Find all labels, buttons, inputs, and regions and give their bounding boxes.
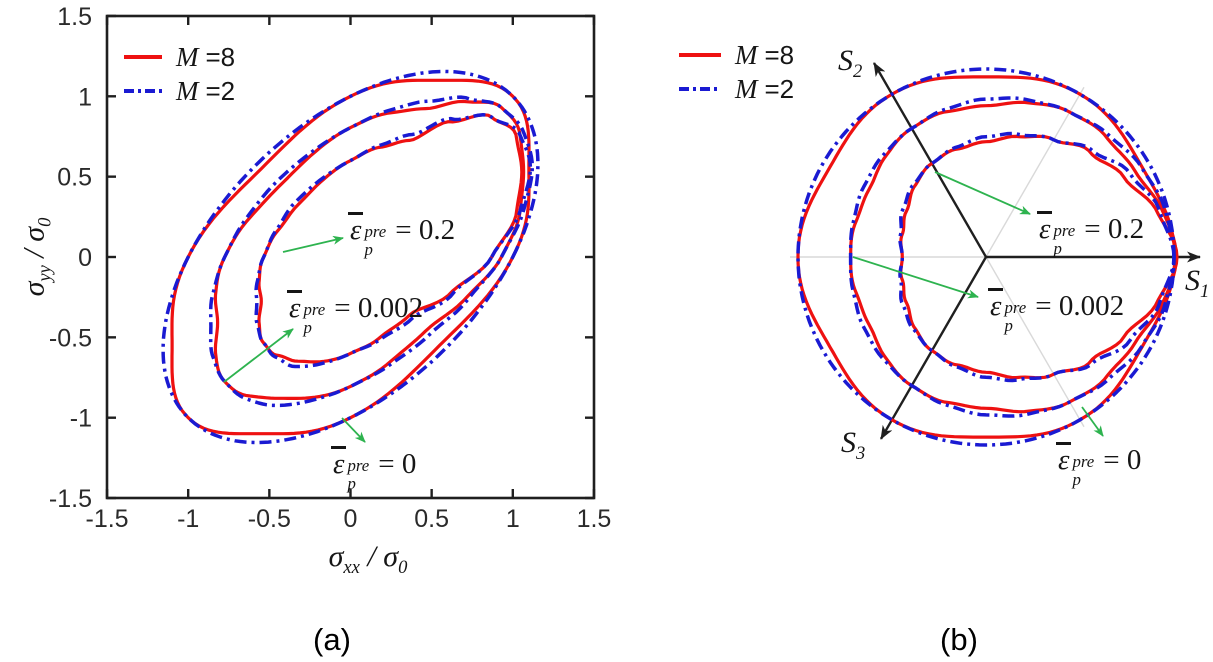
axis-label-s2: S2	[838, 44, 863, 82]
axis-label-s3: S3	[841, 426, 866, 464]
superscript-pre: pre	[1004, 297, 1027, 317]
annotation-arrow-a-0.2	[282, 235, 344, 253]
a-y-tick-label: -1.5	[49, 485, 92, 513]
caption-a: (a)	[313, 622, 351, 657]
a-x-tick-label: 0.5	[414, 505, 449, 533]
prestrain-annotation-b-0p2: ε pre p = 0.2	[1037, 211, 1144, 257]
subscript-p: p	[347, 473, 356, 493]
b-axis-s3	[879, 256, 988, 440]
prestrain-value: = 0	[1103, 444, 1142, 476]
a-y-tick-label: 0.5	[57, 164, 92, 192]
prestrain-annotation-b-0: ε pre p = 0	[1056, 442, 1141, 488]
a-x-tick-label: 1.5	[577, 505, 612, 533]
sigma0-subscript: 0	[398, 557, 408, 578]
epsilon-bar-symbol: ε	[988, 288, 1004, 322]
divider: /	[17, 241, 51, 266]
epsilon-bar-symbol: ε	[348, 212, 364, 246]
superscript-pre: pre	[1053, 220, 1076, 240]
legend-a-item-m2: M =2	[123, 74, 235, 108]
annotation-arrow-b-0.002	[852, 256, 979, 299]
a-y-tick-label: 0	[78, 244, 92, 272]
x-axis-label-a: σxx / σ0	[329, 540, 408, 579]
a-y-tick-label: 1	[78, 83, 92, 111]
yield-surface-b-m2-prestrain-0.002	[848, 96, 1176, 418]
prestrain-value: = 0.002	[334, 292, 424, 324]
divider: /	[359, 540, 384, 573]
a-x-tick-label: 1	[506, 505, 520, 533]
superscript-pre: pre	[1072, 451, 1095, 471]
sigma0-symbol: σ	[383, 540, 399, 573]
annotation-arrow-a-0	[341, 417, 366, 443]
a-x-tick-label: -1	[177, 505, 199, 533]
legend-a-m2-symbol: M	[176, 75, 199, 106]
legend-b-item-m8: M =8	[678, 38, 794, 72]
prestrain-annotation-a-0: ε pre p = 0	[331, 446, 416, 492]
subscript-p: p	[1004, 315, 1013, 335]
b-axis-s2	[872, 62, 988, 258]
sigma0-symbol: σ	[17, 226, 51, 242]
a-y-tick-label: -1	[70, 405, 92, 433]
yield-surface-a-m2-prestrain-0	[161, 69, 540, 445]
annotation-arrow-a-0.002	[223, 328, 294, 383]
subscript-p: p	[364, 239, 373, 259]
superscript-pre: pre	[347, 455, 370, 475]
epsilon-bar-symbol: ε	[1056, 442, 1072, 476]
b-axis-extension-line	[985, 256, 1085, 428]
legend-line-solid-red-icon	[679, 53, 721, 57]
legend-a: M =8 M =2	[123, 40, 235, 108]
sigma-symbol: σ	[17, 281, 51, 297]
legend-a-m2-value: =2	[205, 75, 236, 106]
legend-b-m8-value: =8	[764, 39, 795, 70]
prestrain-value: = 0.2	[395, 214, 456, 246]
a-y-tick-label: 1.5	[57, 3, 92, 31]
legend-b-m2-symbol: M	[735, 73, 758, 104]
legend-line-dashdot-blue-icon	[679, 87, 721, 91]
a-y-tick-label: -0.5	[49, 324, 92, 352]
yield-surface-a-m2-prestrain-0.002	[208, 95, 535, 408]
annotation-arrow-b-0	[1081, 406, 1104, 437]
subscript-p: p	[1072, 469, 1081, 489]
a-x-tick-label: -1.5	[86, 505, 129, 533]
sigma-subscript: xx	[343, 557, 360, 578]
epsilon-bar-symbol: ε	[287, 290, 303, 324]
legend-b-item-m2: M =2	[678, 72, 794, 106]
annotation-arrow-b-0.2	[934, 171, 1031, 215]
prestrain-annotation-a-0p2: ε pre p = 0.2	[348, 212, 455, 258]
axis-label-s1: S1	[1185, 264, 1210, 302]
prestrain-annotation-a-0p002: ε pre p = 0.002	[287, 290, 423, 336]
legend-b: M =8 M =2	[678, 38, 794, 106]
yield-surface-a-m2-prestrain-0.2	[254, 112, 533, 369]
subscript-p: p	[1053, 238, 1062, 258]
yield-surface-b-m2-prestrain-0	[796, 67, 1176, 447]
legend-a-item-m8: M =8	[123, 40, 235, 74]
legend-line-solid-red-icon	[124, 55, 162, 59]
superscript-pre: pre	[303, 299, 326, 319]
caption-b: (b)	[940, 622, 978, 657]
sigma-symbol: σ	[328, 540, 344, 573]
epsilon-bar-symbol: ε	[1037, 211, 1053, 245]
legend-a-m8-value: =8	[205, 41, 236, 72]
prestrain-value: = 0.2	[1084, 213, 1145, 245]
yield-surface-b-m2-prestrain-0.2	[898, 131, 1176, 383]
y-axis-label-a: σyy / σ0	[18, 218, 57, 297]
sigma0-subscript: 0	[34, 217, 56, 227]
superscript-pre: pre	[364, 221, 387, 241]
legend-b-m2-value: =2	[764, 73, 795, 104]
legend-line-dashdot-blue-icon	[124, 89, 162, 93]
subscript-p: p	[303, 317, 312, 337]
b-axis-extension-line	[985, 86, 1085, 258]
sigma-subscript: yy	[34, 265, 56, 282]
prestrain-value: = 0	[378, 448, 417, 480]
legend-b-m8-symbol: M	[735, 39, 758, 70]
epsilon-bar-symbol: ε	[331, 446, 347, 480]
a-x-tick-label: -0.5	[248, 505, 291, 533]
prestrain-value: = 0.002	[1035, 290, 1125, 322]
legend-a-m8-symbol: M	[176, 41, 199, 72]
a-x-tick-label: 0	[344, 505, 358, 533]
prestrain-annotation-b-0p002: ε pre p = 0.002	[988, 288, 1124, 334]
